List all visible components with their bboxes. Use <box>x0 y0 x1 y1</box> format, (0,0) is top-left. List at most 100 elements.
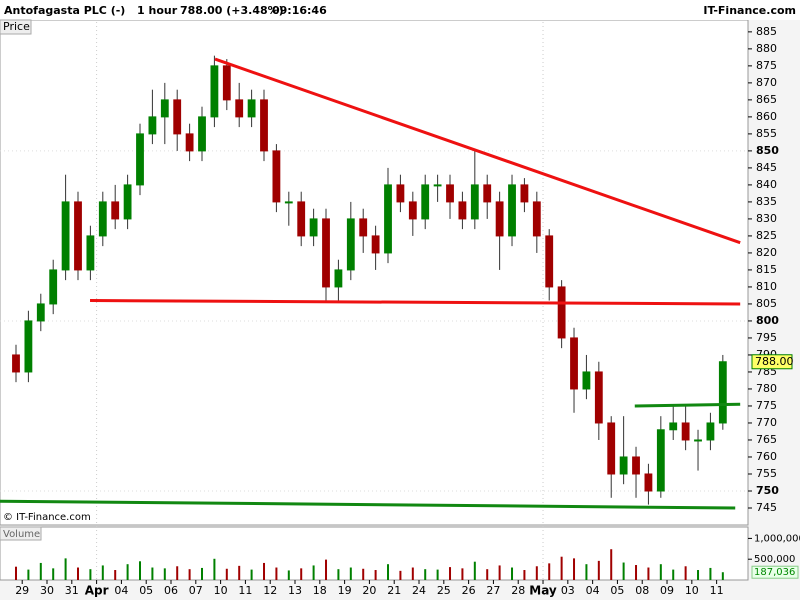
volume-bar <box>263 562 266 580</box>
volume-bar <box>610 549 613 580</box>
candle-body <box>371 235 380 254</box>
y-tick-label: 780 <box>756 382 777 395</box>
candle-body <box>656 429 665 492</box>
volume-bar <box>721 572 724 580</box>
x-tick-label: 11 <box>238 584 252 597</box>
x-tick-label: 10 <box>685 584 699 597</box>
candle-body <box>148 116 157 135</box>
price-label-box <box>0 19 32 35</box>
volume-bar <box>473 561 476 580</box>
x-tick-label: 28 <box>511 584 525 597</box>
candle-body <box>694 439 702 442</box>
volume-bar <box>573 558 576 580</box>
volume-bar <box>114 570 117 580</box>
x-tick-label: 31 <box>65 584 79 597</box>
volume-bar <box>325 559 328 580</box>
y-tick-label: 750 <box>756 484 779 497</box>
x-tick-label: 11 <box>710 584 724 597</box>
volume-label: Volume <box>3 529 40 540</box>
volume-bar <box>411 567 414 580</box>
volume-bar <box>39 562 42 580</box>
candle-body <box>322 218 330 288</box>
y-tick-label: 820 <box>756 246 777 259</box>
volume-bar <box>188 569 191 580</box>
last-volume-badge <box>751 565 799 579</box>
volume-bar <box>672 569 675 580</box>
volume-bar <box>126 564 129 580</box>
volume-bar <box>436 569 439 580</box>
x-tick-label: 03 <box>561 584 575 597</box>
volume-bar <box>139 561 142 580</box>
volume-bar <box>151 567 154 580</box>
candle-body <box>718 361 727 424</box>
x-tick-label: 09 <box>660 584 674 597</box>
candle-body <box>36 303 45 322</box>
volume-bar <box>622 562 625 580</box>
candle-body <box>160 99 169 118</box>
y-tick-label: 835 <box>756 195 777 208</box>
x-tick-label: 20 <box>362 584 376 597</box>
candle-body <box>247 99 256 118</box>
x-tick-label: 27 <box>486 584 500 597</box>
candle-body <box>86 235 95 271</box>
x-tick-label: 06 <box>164 584 178 597</box>
volume-tick-label: 500,000 <box>754 554 795 565</box>
x-tick-label: 19 <box>338 584 352 597</box>
volume-bar <box>275 567 278 580</box>
candle-body <box>61 201 70 271</box>
volume-bar <box>362 568 365 580</box>
x-tick-label: 26 <box>462 584 476 597</box>
volume-bar <box>535 566 538 580</box>
volume-bar <box>709 567 712 580</box>
y-tick-label: 875 <box>756 59 777 72</box>
time: 09:16:46 <box>272 4 327 17</box>
candle-body <box>570 337 578 390</box>
candle-body <box>433 184 442 187</box>
y-tick-label: 860 <box>756 110 777 123</box>
volume-bar <box>387 564 390 580</box>
y-tick-label: 870 <box>756 76 777 89</box>
x-tick-label: Apr <box>85 584 109 598</box>
y-tick-label: 745 <box>756 501 777 514</box>
volume-bar <box>337 569 340 580</box>
volume-bar <box>486 569 489 580</box>
candle-body <box>483 184 492 203</box>
x-tick-label: 04 <box>114 584 128 597</box>
volume-bar <box>300 568 303 580</box>
candle-body <box>284 201 293 204</box>
candle-body <box>706 422 715 441</box>
volume-bar <box>287 570 290 580</box>
volume-bar <box>312 565 315 580</box>
candle-body <box>594 371 603 424</box>
candle-body <box>49 269 58 305</box>
candle-body <box>644 473 653 492</box>
y-tick-label: 825 <box>756 229 777 242</box>
volume-bar <box>697 570 700 580</box>
candle-body <box>12 354 20 373</box>
candle-body <box>98 201 107 237</box>
x-tick-label: 30 <box>40 584 54 597</box>
volume-label-box <box>0 526 42 541</box>
candle-body <box>669 422 678 431</box>
candle-body <box>408 201 417 220</box>
candle-body <box>495 201 504 237</box>
x-tick-label: 18 <box>313 584 327 597</box>
trend-line <box>214 57 741 245</box>
x-tick-label: 24 <box>412 584 426 597</box>
volume-bar <box>635 565 638 580</box>
volume-bar <box>89 569 92 580</box>
volume-bar <box>511 567 514 580</box>
candle-body <box>297 201 306 237</box>
y-tick-label: 885 <box>756 25 777 38</box>
volume-bar <box>399 570 402 580</box>
x-tick-label: 13 <box>288 584 302 597</box>
y-tick-label: 815 <box>756 263 777 276</box>
volume-bar <box>548 563 551 580</box>
volume-bar <box>101 565 104 580</box>
volume-bar <box>523 570 526 580</box>
volume-bar <box>684 566 687 580</box>
volume-bar <box>250 569 253 580</box>
candle-body <box>421 184 430 220</box>
instrument: Antofagasta PLC (-) <box>4 4 125 17</box>
candle-body <box>123 184 132 220</box>
